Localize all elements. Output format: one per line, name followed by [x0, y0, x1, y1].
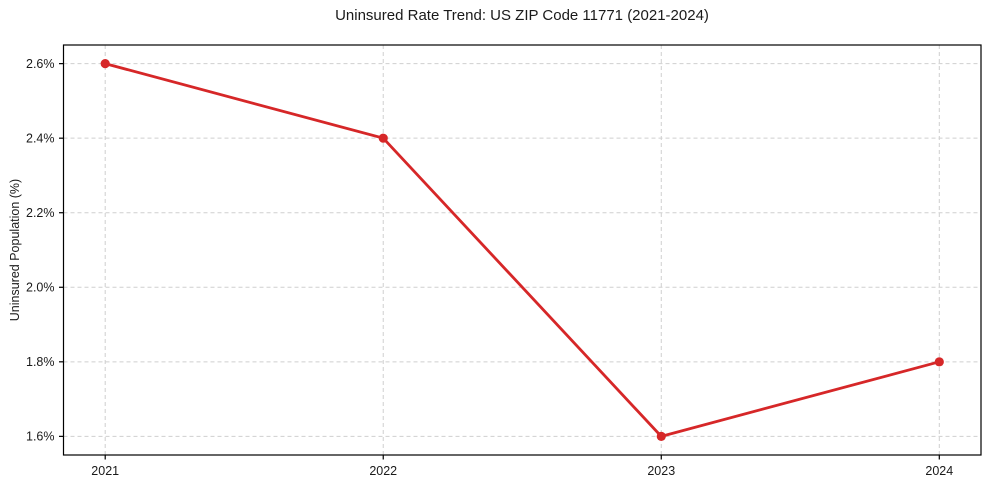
y-tick-label-2.6%: 2.6%: [26, 57, 55, 71]
y-tick-label-1.8%: 1.8%: [26, 355, 55, 369]
x-tick-label-2023: 2023: [647, 464, 675, 478]
y-tick-label-2.4%: 2.4%: [26, 131, 55, 145]
y-tick-label-2.0%: 2.0%: [26, 280, 55, 294]
data-point-2023: [656, 431, 666, 441]
x-tick-label-2022: 2022: [369, 464, 397, 478]
chart-title: Uninsured Rate Trend: US ZIP Code 11771 …: [335, 7, 709, 24]
y-tick-label-1.6%: 1.6%: [26, 430, 55, 444]
y-tick-label-2.2%: 2.2%: [26, 206, 55, 220]
data-point-2022: [378, 133, 388, 143]
trend-line: [103, 62, 941, 438]
data-point-2021: [100, 59, 110, 69]
x-tick-label-2024: 2024: [925, 464, 953, 478]
x-tick-label-2021: 2021: [91, 464, 119, 478]
data-point-2024: [934, 357, 944, 367]
plot-border: [62, 44, 982, 456]
